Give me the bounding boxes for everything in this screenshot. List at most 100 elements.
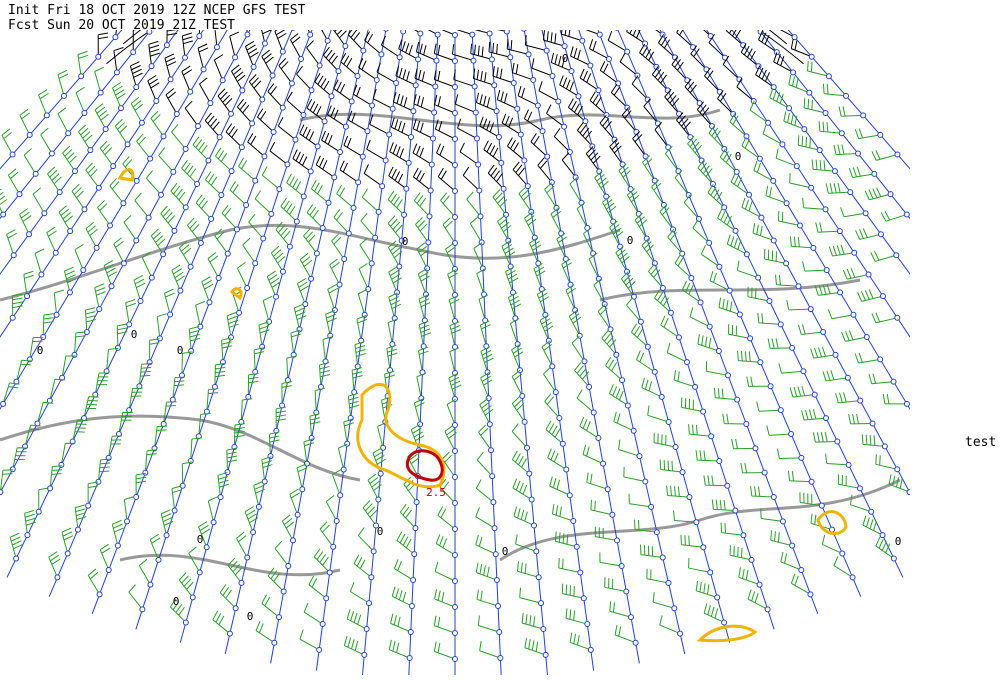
wind-barb	[828, 244, 855, 257]
wind-barb	[198, 413, 211, 437]
wind-barb	[257, 108, 274, 133]
wind-barb	[195, 300, 206, 327]
station	[572, 174, 579, 181]
station	[16, 191, 23, 198]
station	[627, 614, 634, 621]
station	[631, 18, 636, 23]
station	[653, 529, 660, 536]
wind-barb	[798, 324, 824, 335]
wind-barb	[436, 143, 456, 166]
station	[648, 9, 653, 14]
station	[224, 469, 231, 476]
station	[238, 144, 245, 151]
wind-barb	[479, 116, 500, 138]
wind-barb	[635, 350, 656, 373]
wind-barb	[487, 164, 504, 190]
station	[879, 293, 886, 300]
meridian	[578, 30, 775, 630]
wind-barb	[703, 475, 728, 487]
wind-barb	[7, 168, 20, 195]
station	[596, 31, 603, 38]
wind-barb	[695, 0, 712, 3]
station	[514, 105, 521, 112]
station	[124, 141, 131, 148]
station	[350, 204, 357, 211]
station	[665, 579, 672, 586]
wind-barb	[247, 372, 259, 397]
wind-barb	[346, 609, 367, 630]
wind-barb	[416, 242, 429, 269]
station	[791, 34, 798, 41]
wind-barb	[441, 451, 456, 478]
station	[710, 1, 715, 6]
wind-barb	[242, 237, 256, 264]
station	[789, 542, 796, 549]
station	[903, 400, 910, 407]
wind-barb	[387, 240, 403, 267]
station	[700, 544, 707, 551]
station	[860, 112, 867, 119]
wind-barb	[544, 182, 557, 209]
station	[341, 255, 348, 262]
station	[801, 126, 808, 133]
station	[210, 519, 217, 526]
station	[798, 566, 805, 573]
wind-barb	[709, 271, 730, 292]
wind-barb	[687, 135, 703, 161]
wind-barb	[97, 200, 111, 226]
wind-barb	[666, 342, 688, 363]
wind-barb	[599, 552, 622, 567]
wind-barb	[233, 423, 245, 448]
wind-barb	[150, 110, 164, 137]
station	[196, 569, 203, 576]
station	[224, 250, 231, 257]
wind-barb	[517, 86, 539, 106]
wind-barb	[136, 133, 151, 159]
coastline	[499, 478, 901, 562]
station	[300, 111, 307, 118]
station	[770, 177, 777, 184]
station	[434, 31, 441, 38]
station	[633, 128, 640, 135]
station	[757, 359, 764, 366]
wind-barb	[590, 499, 613, 516]
wind-barb	[776, 448, 802, 459]
wind-barb	[750, 486, 774, 498]
wind-barb	[477, 615, 500, 633]
wind-barb	[457, 118, 478, 139]
wind-barb	[435, 534, 456, 556]
wind-barb	[15, 359, 32, 382]
wind-barb	[631, 0, 651, 12]
wind-barb	[589, 39, 610, 60]
wind-barb	[789, 173, 812, 189]
station	[87, 147, 94, 154]
wind-barb	[364, 31, 382, 55]
station	[74, 526, 81, 533]
station	[836, 228, 843, 235]
station	[752, 445, 759, 452]
station	[862, 210, 869, 217]
station	[195, 123, 202, 130]
station	[372, 522, 379, 529]
wind-barb	[818, 121, 842, 134]
station	[81, 109, 88, 116]
wind-barb	[38, 89, 49, 116]
station	[879, 532, 886, 539]
wind-barb	[307, 30, 311, 35]
station	[694, 12, 699, 17]
station	[497, 654, 504, 661]
wind-barb	[388, 266, 402, 293]
station	[364, 128, 371, 135]
wind-barb	[821, 534, 843, 554]
wind-barb	[236, 261, 248, 289]
station	[488, 447, 495, 454]
wind-barb	[513, 506, 535, 526]
wind-barb	[23, 270, 34, 297]
wind-barb	[593, 278, 606, 305]
station	[142, 469, 149, 476]
station	[770, 84, 777, 91]
wind-barb	[274, 540, 289, 567]
station	[493, 108, 500, 115]
station	[59, 374, 66, 381]
station	[266, 318, 273, 325]
